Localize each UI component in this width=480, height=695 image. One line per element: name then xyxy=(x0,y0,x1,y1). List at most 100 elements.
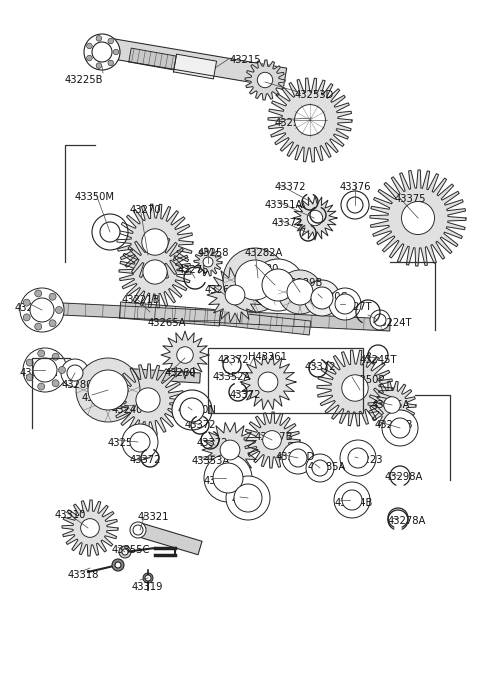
Bar xyxy=(208,348,363,413)
Circle shape xyxy=(306,454,334,482)
Text: 43250C: 43250C xyxy=(275,118,313,128)
Circle shape xyxy=(113,49,119,55)
Text: 43239D: 43239D xyxy=(276,452,315,462)
Polygon shape xyxy=(117,204,193,280)
Text: 43372: 43372 xyxy=(197,438,228,448)
Polygon shape xyxy=(161,331,209,379)
Text: H43361: H43361 xyxy=(248,352,287,362)
Text: 43372: 43372 xyxy=(218,355,250,365)
Polygon shape xyxy=(368,381,416,429)
Circle shape xyxy=(86,43,92,49)
Text: 43253D: 43253D xyxy=(295,90,334,100)
Circle shape xyxy=(374,314,386,326)
Circle shape xyxy=(38,350,45,357)
Circle shape xyxy=(23,348,67,392)
Text: 43258: 43258 xyxy=(198,248,229,258)
Polygon shape xyxy=(268,78,352,162)
Circle shape xyxy=(295,105,325,136)
Text: 43245T: 43245T xyxy=(360,355,397,365)
Text: 43310: 43310 xyxy=(55,510,86,520)
Circle shape xyxy=(335,294,355,314)
Polygon shape xyxy=(112,364,184,436)
Polygon shape xyxy=(194,248,222,276)
Polygon shape xyxy=(293,196,337,240)
Circle shape xyxy=(59,366,65,373)
Circle shape xyxy=(67,365,83,381)
Circle shape xyxy=(38,383,45,390)
Circle shape xyxy=(177,347,193,363)
Text: 43372: 43372 xyxy=(185,420,216,430)
Text: 43372: 43372 xyxy=(230,390,262,400)
Text: 43350N: 43350N xyxy=(178,405,217,415)
Polygon shape xyxy=(240,354,296,409)
Circle shape xyxy=(225,285,245,305)
Circle shape xyxy=(100,222,120,242)
Circle shape xyxy=(384,397,400,414)
Circle shape xyxy=(347,197,363,213)
Text: 43350M: 43350M xyxy=(75,192,115,202)
Text: 43352A: 43352A xyxy=(213,372,252,382)
Text: 43240: 43240 xyxy=(112,405,144,415)
Text: 43380B: 43380B xyxy=(204,476,242,486)
Circle shape xyxy=(122,549,128,555)
Circle shape xyxy=(340,440,376,476)
Circle shape xyxy=(172,390,212,430)
Text: 43254B: 43254B xyxy=(335,498,373,508)
Polygon shape xyxy=(219,311,311,335)
Text: 43318: 43318 xyxy=(68,570,99,580)
Circle shape xyxy=(401,202,434,234)
Polygon shape xyxy=(119,236,191,308)
Circle shape xyxy=(115,562,121,568)
Text: 43319: 43319 xyxy=(132,582,164,592)
Circle shape xyxy=(348,448,368,468)
Circle shape xyxy=(81,518,99,537)
Circle shape xyxy=(234,484,262,512)
Text: 43223: 43223 xyxy=(352,455,384,465)
Circle shape xyxy=(204,454,252,502)
Circle shape xyxy=(92,214,128,250)
Circle shape xyxy=(312,460,328,476)
Circle shape xyxy=(390,418,410,438)
Polygon shape xyxy=(173,54,216,79)
Circle shape xyxy=(88,370,128,410)
Text: 43376: 43376 xyxy=(340,182,372,192)
Circle shape xyxy=(278,270,322,314)
Circle shape xyxy=(130,522,146,538)
Circle shape xyxy=(287,279,313,305)
Text: 43270: 43270 xyxy=(130,205,161,215)
Circle shape xyxy=(84,34,120,70)
Circle shape xyxy=(26,374,33,381)
Text: 43855C: 43855C xyxy=(112,545,150,555)
Circle shape xyxy=(112,559,124,571)
Circle shape xyxy=(20,288,64,332)
Circle shape xyxy=(23,299,30,306)
Circle shape xyxy=(133,525,143,535)
Circle shape xyxy=(86,56,92,61)
Circle shape xyxy=(235,260,275,300)
Circle shape xyxy=(213,463,243,493)
Text: 43375: 43375 xyxy=(395,194,427,204)
Circle shape xyxy=(252,259,304,311)
Text: 43282A: 43282A xyxy=(245,248,283,258)
Circle shape xyxy=(334,482,370,518)
Circle shape xyxy=(257,72,273,88)
Text: 43321: 43321 xyxy=(138,512,169,522)
Circle shape xyxy=(23,314,30,321)
Polygon shape xyxy=(62,500,118,556)
Text: 43350P: 43350P xyxy=(348,375,385,385)
Text: 43351A: 43351A xyxy=(265,200,303,210)
Text: 43222C: 43222C xyxy=(15,303,53,313)
Text: 43225B: 43225B xyxy=(65,75,104,85)
Text: 43230: 43230 xyxy=(248,264,279,274)
Circle shape xyxy=(122,424,158,460)
Circle shape xyxy=(136,388,160,412)
Circle shape xyxy=(258,372,278,392)
Circle shape xyxy=(220,440,240,460)
Circle shape xyxy=(76,358,140,422)
Circle shape xyxy=(30,298,54,322)
Circle shape xyxy=(203,257,213,267)
Circle shape xyxy=(96,63,102,68)
Text: 43215: 43215 xyxy=(230,55,262,65)
Text: 43239B: 43239B xyxy=(285,278,324,288)
Circle shape xyxy=(56,306,62,313)
